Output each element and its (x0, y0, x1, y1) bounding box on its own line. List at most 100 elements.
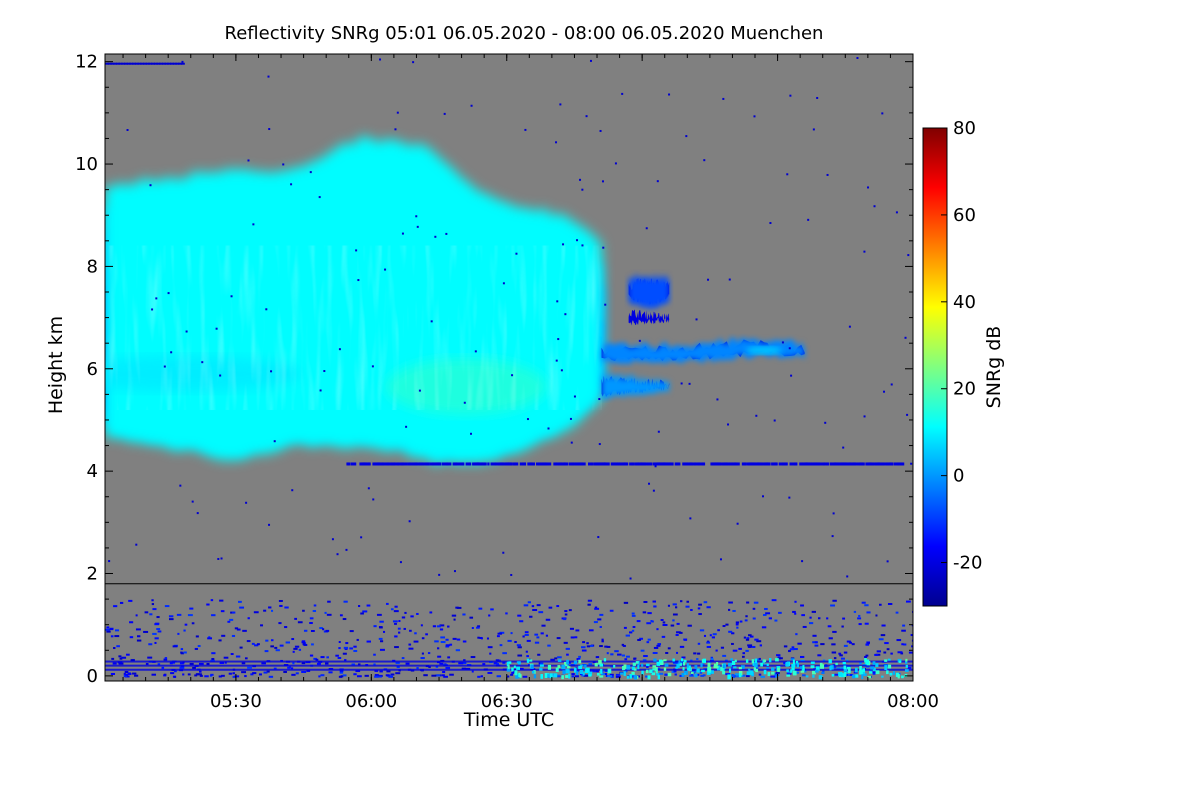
echo-dot (530, 462, 535, 466)
clutter-pixel (679, 631, 683, 634)
clutter-pixel (149, 613, 153, 616)
clutter-pixel (555, 667, 559, 673)
clutter-pixel (408, 643, 412, 646)
echo-dot (365, 462, 370, 466)
clutter-pixel (219, 599, 224, 602)
noise-pixel (156, 62, 161, 65)
clutter-pixel (581, 674, 584, 677)
clutter-pixel (284, 626, 288, 629)
clutter-pixel (652, 600, 657, 603)
noise-pixel (172, 62, 177, 65)
y-axis-label: Height km (45, 316, 67, 414)
clutter-pixel (565, 647, 570, 650)
noise-pixel (245, 501, 248, 504)
clutter-pixel (738, 673, 742, 678)
noise-pixel (601, 180, 604, 183)
echo-dot (581, 462, 584, 466)
clutter-pixel (135, 628, 141, 631)
clutter-pixel (722, 654, 727, 657)
echo-dot (407, 462, 410, 466)
clutter-pixel (197, 673, 202, 676)
clutter-pixel (624, 658, 628, 661)
clutter-pixel (413, 640, 419, 643)
echo-dot (554, 462, 557, 466)
clutter-pixel (404, 611, 407, 614)
clutter-pixel (545, 618, 551, 621)
clutter-pixel (706, 641, 711, 644)
clutter-pixel (398, 631, 401, 634)
clutter-pixel (902, 624, 906, 627)
clutter-pixel (672, 661, 678, 664)
clutter-pixel (802, 665, 805, 670)
clutter-pixel (653, 605, 657, 608)
colorbar-scale (922, 127, 948, 607)
clutter-pixel (556, 637, 561, 640)
clutter-pixel (637, 638, 641, 641)
noise-pixel (148, 62, 153, 65)
clutter-pixel (462, 613, 466, 616)
clutter-pixel (735, 623, 739, 626)
noise-pixel (579, 178, 582, 181)
clutter-pixel (462, 661, 467, 664)
clutter-pixel (875, 614, 878, 617)
clutter-pixel (722, 664, 725, 669)
echo-dot (415, 462, 422, 466)
clutter-pixel (118, 655, 122, 658)
echo-dot (429, 462, 434, 466)
clutter-pixel (607, 675, 613, 678)
clutter-pixel (662, 623, 668, 626)
clutter-pixel (848, 673, 854, 676)
clutter-pixel (223, 656, 229, 659)
clutter-pixel (652, 665, 657, 668)
clutter-pixel (353, 645, 357, 648)
clutter-pixel (547, 664, 552, 670)
clutter-pixel (720, 646, 725, 649)
echo-dot (794, 462, 798, 466)
clutter-pixel (800, 604, 804, 607)
clutter-pixel (476, 626, 480, 629)
clutter-pixel (394, 605, 398, 608)
clutter-pixel (875, 663, 879, 668)
clutter-pixel (327, 600, 331, 603)
clutter-pixel (239, 646, 243, 649)
clutter-pixel (790, 669, 793, 673)
clutter-pixel (576, 658, 581, 661)
clutter-pixel (455, 606, 459, 609)
clutter-pixel (220, 610, 225, 613)
clutter-pixel (720, 667, 724, 672)
clutter-pixel (631, 629, 635, 632)
clutter-pixel (775, 658, 779, 662)
clutter-pixel (884, 665, 888, 671)
clutter-pixel (105, 628, 110, 631)
echo-features (105, 57, 913, 680)
clutter-pixel (109, 628, 114, 631)
echo-dot (817, 462, 821, 466)
clutter-pixel (812, 634, 817, 637)
clutter-pixel (575, 671, 579, 676)
clutter-pixel (379, 670, 383, 673)
echo-dot (441, 462, 446, 466)
clutter-pixel (152, 632, 157, 635)
noise-pixel (110, 62, 115, 65)
clutter-pixel (173, 675, 177, 678)
noise-pixel (589, 59, 592, 62)
noise-pixel (788, 347, 791, 350)
clutter-pixel (536, 636, 540, 639)
clutter-pixel (253, 611, 259, 614)
clutter-pixel (183, 651, 187, 654)
noise-pixel (873, 205, 876, 208)
clutter-pixel (835, 662, 838, 666)
noise-pixel (769, 222, 772, 225)
clutter-pixel (789, 648, 795, 651)
clutter-pixel (901, 643, 904, 646)
clutter-pixel (164, 605, 170, 608)
noise-pixel (556, 300, 559, 303)
noise-pixel (309, 171, 312, 174)
clutter-pixel (715, 649, 718, 652)
noise-pixel (270, 370, 273, 373)
clutter-pixel (664, 663, 669, 667)
clutter-pixel (264, 650, 269, 653)
clutter-pixel (519, 620, 524, 623)
clutter-pixel (505, 612, 508, 615)
clutter-pixel (258, 673, 262, 676)
